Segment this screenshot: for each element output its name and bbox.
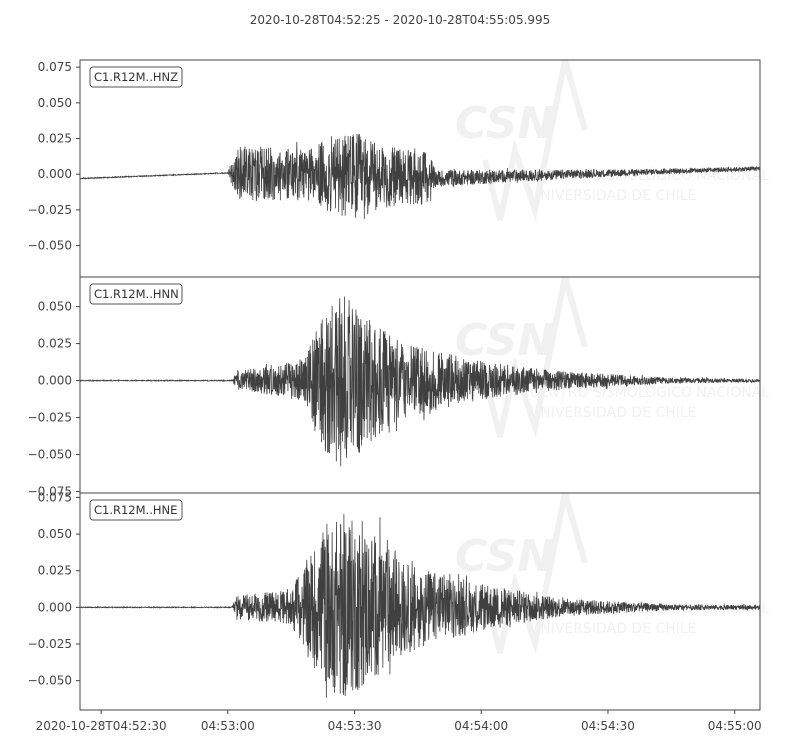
watermark-logo: CSN (455, 531, 554, 582)
x-tick-label: 04:55:00 (708, 719, 762, 733)
waveform-trace (79, 296, 761, 467)
y-tick-label: −0.050 (28, 674, 72, 688)
y-tick-label: −0.050 (28, 239, 72, 253)
trace-name-label: C1.R12M..HNN (94, 287, 179, 301)
y-tick-label: 0.075 (38, 490, 72, 504)
y-tick-label: −0.025 (28, 411, 72, 425)
trace-name-box (89, 499, 183, 521)
y-tick-label: 0.025 (38, 564, 72, 578)
y-tick-label: 0.075 (38, 60, 72, 74)
x-tick-label: 04:53:00 (201, 719, 255, 733)
y-tick-label: 0.000 (38, 167, 72, 181)
x-tick-label: 2020-10-28T04:52:30 (36, 719, 167, 733)
trace-panel: CSN CENTRO SISMOLÓGICO NACIONAL UNIVERSIDA… (28, 276, 769, 499)
watermark-logo: CSN (455, 98, 554, 149)
csn-watermark: CSN CENTRO SISMOLÓGICO NACIONAL UNIVERSIDA… (455, 276, 769, 439)
waveform-trace (79, 513, 761, 698)
y-tick-label: −0.025 (28, 203, 72, 217)
y-tick-label: 0.050 (38, 300, 72, 314)
y-tick-label: 0.025 (38, 337, 72, 351)
x-tick-label: 04:53:30 (328, 719, 382, 733)
y-tick-label: 0.000 (38, 374, 72, 388)
watermark-line2: UNIVERSIDAD DE CHILE (530, 188, 697, 204)
waveform-trace (79, 133, 761, 220)
watermark-spike (482, 276, 588, 439)
watermark-line1: CENTRO SISMOLÓGICO NACIONAL (530, 166, 769, 184)
axes-frame (79, 492, 761, 711)
watermark-line2: UNIVERSIDAD DE CHILE (530, 621, 697, 637)
y-tick-label: 0.025 (38, 132, 72, 146)
csn-watermark: CSN CENTRO SISMOLÓGICO NACIONAL UNIVERSIDA… (455, 59, 769, 222)
trace-name-box (89, 283, 183, 305)
watermark-line1: CENTRO SISMOLÓGICO NACIONAL (530, 383, 769, 401)
y-tick-label: −0.050 (28, 448, 72, 462)
x-tick-label: 04:54:00 (454, 719, 508, 733)
x-tick-label: 04:54:30 (581, 719, 635, 733)
y-tick-label: 0.000 (38, 600, 72, 614)
trace-name-label: C1.R12M..HNZ (94, 70, 178, 84)
y-tick-label: 0.050 (38, 96, 72, 110)
y-tick-label: −0.025 (28, 637, 72, 651)
y-tick-label: −0.075 (28, 485, 72, 499)
chart-title: 2020-10-28T04:52:25 - 2020-10-28T04:55:0… (249, 13, 551, 27)
trace-panel: CSN CENTRO SISMOLÓGICO NACIONAL UNIVERSIDA… (28, 59, 769, 278)
trace-name-box (89, 66, 183, 88)
watermark-line2: UNIVERSIDAD DE CHILE (530, 405, 697, 421)
watermark-logo: CSN (455, 315, 554, 366)
y-tick-label: 0.050 (38, 527, 72, 541)
trace-name-label: C1.R12M..HNE (94, 503, 177, 517)
